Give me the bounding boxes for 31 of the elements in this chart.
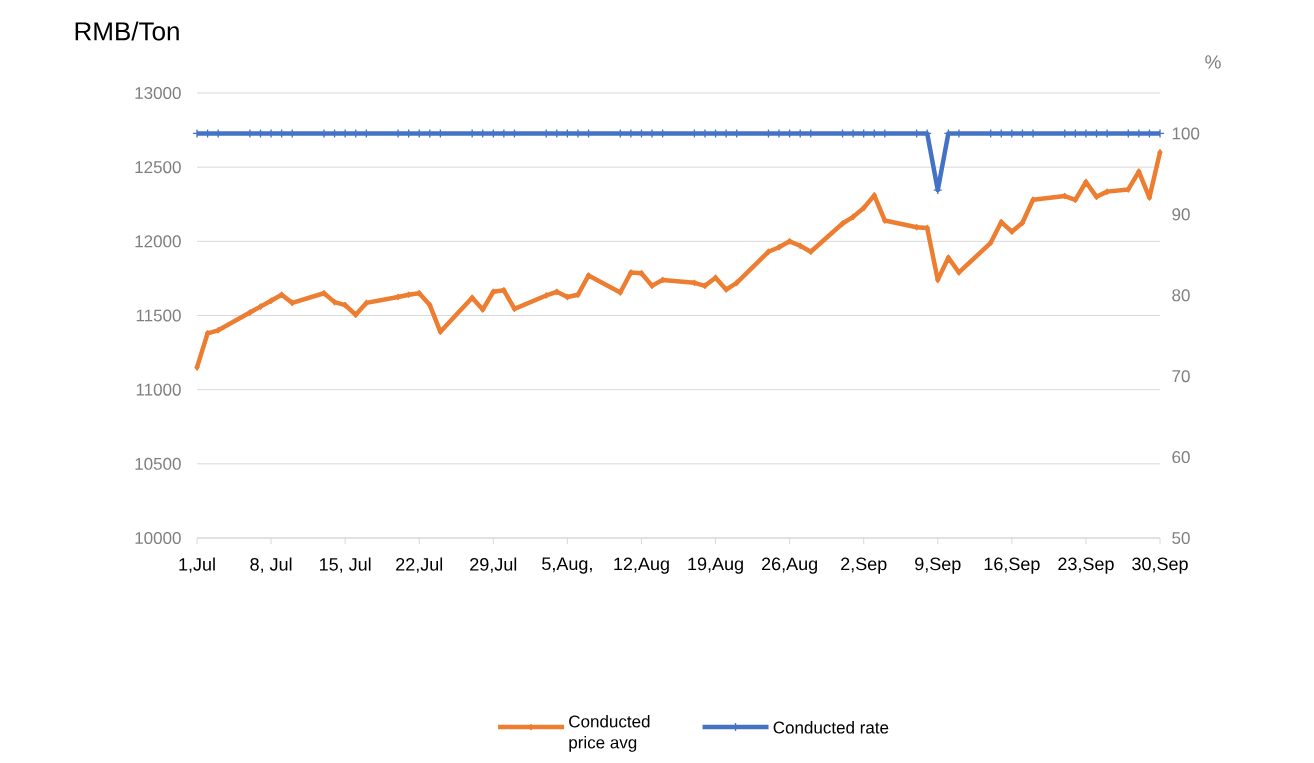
- y2-tick-label: 80: [1172, 289, 1190, 302]
- x-tick-label: 15, Jul: [320, 557, 371, 573]
- x-tick-label: 1,Jul: [179, 557, 215, 573]
- x-tick-label: 29,Jul: [470, 557, 517, 573]
- x-tick-label: 19,Aug: [688, 557, 743, 574]
- x-tick-label: 16,Sep: [984, 557, 1040, 574]
- legend-label: Conducted price avg: [569, 715, 650, 752]
- x-tick-label: 5,Aug,: [542, 557, 592, 574]
- y-tick-label: 11000: [136, 383, 181, 396]
- y2-tick-label: 100: [1172, 127, 1200, 140]
- y2-axis-title: %: [1205, 55, 1221, 69]
- y-tick-label: 12000: [135, 235, 181, 248]
- y2-tick-label: 70: [1172, 370, 1190, 383]
- y-tick-label: 12500: [135, 161, 181, 174]
- x-tick-label: 23,Sep: [1058, 557, 1114, 574]
- y-tick-label: 13000: [135, 86, 181, 100]
- x-tick-label: 2,Sep: [841, 557, 887, 574]
- x-tick-label: 22,Jul: [396, 557, 443, 573]
- y-tick-label: 11500: [136, 309, 181, 322]
- y-tick-label: 10000: [135, 531, 181, 545]
- x-tick-label: 12,Aug: [614, 557, 669, 574]
- x-tick-label: 30,Sep: [1132, 557, 1188, 574]
- x-tick-label: 8, Jul: [250, 557, 292, 573]
- y2-tick-label: 90: [1172, 208, 1190, 221]
- y2-tick-label: 50: [1172, 531, 1190, 545]
- x-tick-label: 9,Sep: [915, 557, 961, 574]
- y-axis-title: RMB/Ton: [75, 21, 179, 41]
- legend-label: Conducted rate: [773, 721, 889, 734]
- y-tick-label: 10500: [135, 457, 181, 470]
- y2-tick-label: 60: [1172, 451, 1190, 464]
- x-tick-label: 26,Aug: [762, 557, 817, 574]
